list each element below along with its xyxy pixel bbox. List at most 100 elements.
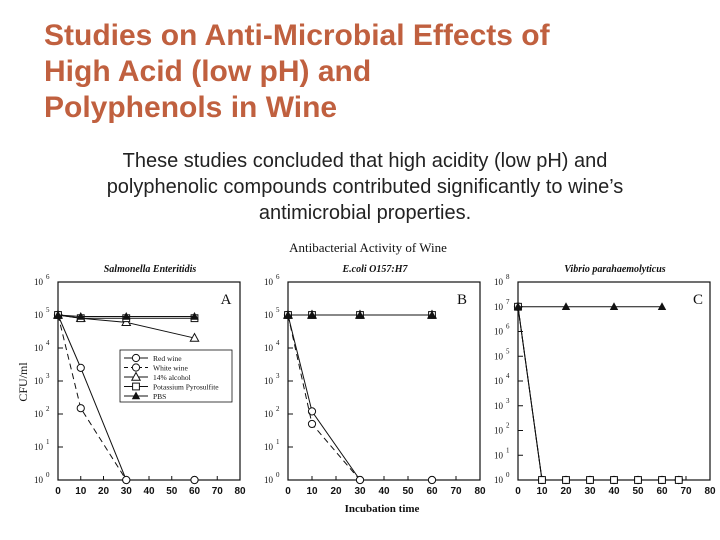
- series-line: [517, 306, 679, 481]
- series-pbs: [513, 302, 667, 310]
- x-tick-label: 60: [656, 486, 668, 497]
- red-wine-point: [307, 407, 317, 416]
- y-tick-exponent: 1: [276, 438, 280, 446]
- plot-frame: [517, 281, 711, 481]
- slide-body-text: These studies concluded that high acidit…: [40, 148, 690, 226]
- y-tick-label: 10: [494, 277, 504, 287]
- white-wine-point: [190, 475, 199, 485]
- y-tick-exponent: 1: [46, 438, 50, 446]
- legend-point: [132, 382, 140, 391]
- legend-point: [130, 371, 142, 381]
- x-tick-label: 10: [306, 486, 318, 497]
- y-tick-label: 10: [34, 310, 44, 320]
- y-tick-exponent: 5: [506, 347, 510, 355]
- y-axis-label: CFU/ml: [16, 362, 30, 402]
- series-line: [287, 314, 432, 481]
- series-line: [57, 314, 195, 318]
- pbs-point: [190, 312, 199, 320]
- y-tick-label: 10: [264, 277, 274, 287]
- x-tick-label: 80: [474, 486, 486, 497]
- series-white-wine: [283, 310, 437, 485]
- x-tick-label: 60: [426, 486, 438, 497]
- white-wine-point: [76, 404, 85, 413]
- red-wine-point: [76, 363, 85, 372]
- white-wine-point: [427, 475, 437, 485]
- pbs-point: [427, 310, 437, 319]
- y-tick-exponent: 1: [506, 446, 510, 454]
- series-line: [57, 314, 195, 319]
- white-wine-point: [355, 475, 365, 485]
- y-tick-label: 10: [494, 475, 504, 485]
- y-tick-label: 10: [494, 426, 504, 436]
- x-tick-label: 70: [450, 486, 462, 497]
- y-tick-label: 10: [494, 302, 504, 312]
- y-tick-exponent: 6: [506, 323, 510, 331]
- panel-title: Vibrio parahaemolyticus: [564, 264, 666, 275]
- legend-label: 14% alcohol: [153, 373, 191, 382]
- potassium-pyrosulfite-point: [658, 476, 666, 484]
- series-white-wine: [513, 302, 683, 485]
- x-tick-label: 0: [55, 486, 61, 497]
- y-tick-exponent: 4: [506, 372, 510, 380]
- pbs-point: [609, 302, 619, 310]
- series-line: [517, 306, 679, 481]
- x-tick-label: 10: [536, 486, 548, 497]
- y-tick-label: 10: [264, 343, 274, 353]
- series-line: [517, 306, 679, 481]
- y-tick-exponent: 2: [276, 405, 280, 413]
- y-tick-exponent: 7: [506, 298, 510, 306]
- legend-label: Potassium Pyrosulfite: [153, 383, 219, 392]
- white-wine-point: [122, 475, 131, 485]
- legend-label: White wine: [153, 364, 188, 373]
- white-wine-point: [307, 419, 317, 429]
- y-tick-exponent: 6: [46, 273, 50, 281]
- x-tick-label: 70: [680, 486, 692, 497]
- y-tick-label: 10: [264, 376, 274, 386]
- x-tick-label: 0: [515, 486, 521, 497]
- potassium-pyrosulfite-point: [610, 476, 618, 484]
- potassium-pyrosulfite-point: [674, 476, 683, 484]
- antibacterial-figure: Antibacterial Activity of Wine CFU/ml In…: [16, 240, 716, 515]
- slide-body-line: These studies concluded that high acidit…: [122, 150, 608, 172]
- y-tick-exponent: 0: [46, 471, 50, 479]
- panel-letter: B: [457, 292, 467, 308]
- x-tick-label: 20: [330, 486, 342, 497]
- x-tick-label: 40: [378, 486, 390, 497]
- x-tick-label: 0: [285, 486, 291, 497]
- y-tick-label: 10: [34, 277, 44, 287]
- legend-point: [131, 363, 141, 372]
- x-tick-label: 50: [632, 486, 644, 497]
- x-tick-label: 40: [608, 486, 620, 497]
- y-tick-label: 10: [264, 475, 274, 485]
- y-tick-label: 10: [494, 401, 504, 411]
- pbs-point: [561, 302, 571, 310]
- potassium-pyrosulfite-point: [634, 476, 642, 484]
- y-tick-label: 10: [34, 409, 44, 419]
- pbs-point: [122, 312, 131, 320]
- panel-letter: A: [221, 292, 232, 308]
- x-axis-label: Incubation time: [345, 503, 420, 515]
- x-tick-label: 30: [584, 486, 596, 497]
- y-tick-exponent: 5: [46, 306, 50, 314]
- x-tick-label: 50: [166, 486, 178, 497]
- legend-point: [131, 353, 141, 363]
- slide-body-line: antimicrobial properties.: [258, 202, 472, 224]
- x-tick-label: 20: [560, 486, 572, 497]
- x-tick-label: 70: [212, 486, 224, 497]
- x-tick-label: 50: [402, 486, 414, 497]
- slide-body-line: polyphenolic compounds contributed signi…: [106, 176, 624, 198]
- legend-point: [131, 391, 141, 400]
- potassium-pyrosulfite-point: [562, 476, 570, 484]
- legend-label: PBS: [153, 392, 166, 401]
- potassium-pyrosulfite-point: [538, 476, 546, 484]
- 14-alcohol-point: [189, 332, 200, 342]
- series-potassium-pyrosulfite: [514, 302, 683, 484]
- y-tick-label: 10: [494, 351, 504, 361]
- y-tick-exponent: 0: [506, 471, 510, 479]
- series-line: [287, 314, 432, 481]
- series-red-wine: [283, 310, 437, 485]
